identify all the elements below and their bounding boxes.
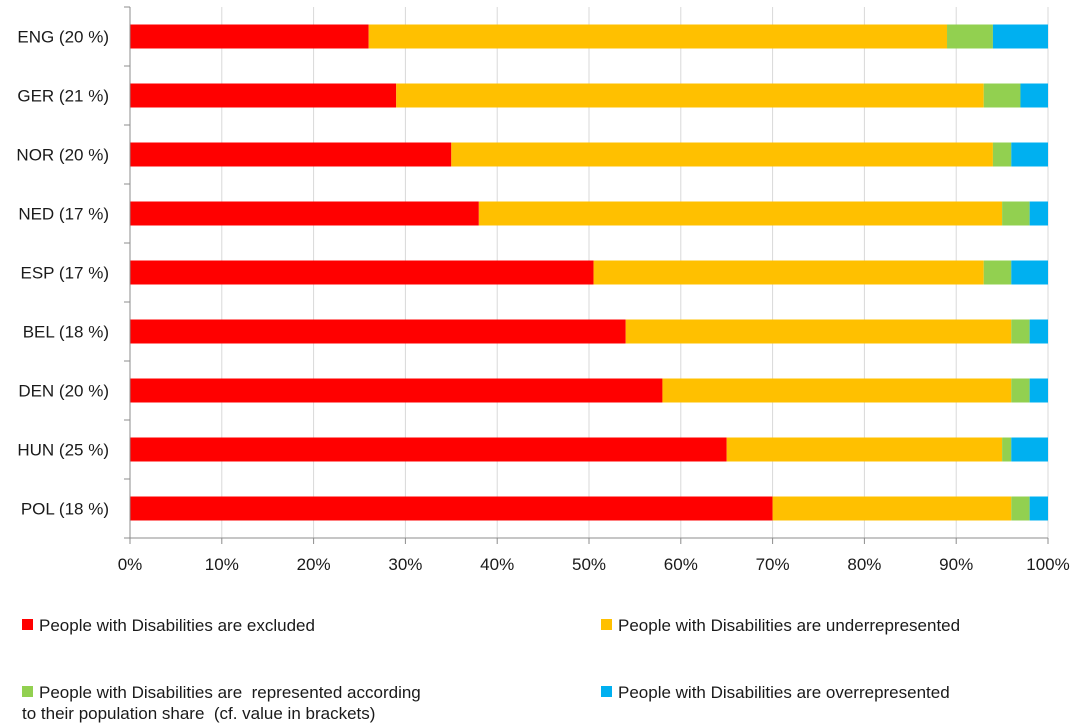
bar-hun-brackets [1002,437,1012,462]
category-label: BEL (18 %) [23,323,109,342]
bar-hun-underrepresented [726,437,1003,462]
legend-label-underrepresented: People with Disabilities are underrepres… [618,616,961,635]
bar-ned-overrepresented [1029,201,1048,226]
legend-label-represented: People with Disabilities are represented… [22,683,421,723]
category-labels: ENG (20 %) GER (21 %) NOR (20 %) NED (17 %)… [16,28,109,519]
legend-label-overrepresented: People with Disabilities are overreprese… [618,683,950,702]
bar-hun-overrepresented [1011,437,1048,462]
bar-ger-brackets [983,83,1021,108]
x-tick-label: 100% [1026,555,1069,574]
x-tick-label: 60% [664,555,698,574]
bars [130,24,1048,521]
bar-esp-brackets [983,260,1012,285]
bar-den-brackets [1011,378,1030,403]
legend-item-represented: People with Disabilities are represented… [22,682,421,724]
bar-eng-underrepresented [368,24,948,49]
legend-item-overrepresented: People with Disabilities are overreprese… [601,682,950,703]
bar-bel-brackets [1011,319,1030,344]
category-label: NOR (20 %) [16,146,109,165]
category-label: GER (21 %) [17,87,109,106]
legend-swatch-overrepresented [601,686,612,697]
legend-label-excluded: People with Disabilities are excluded [39,616,315,635]
x-tick-label: 0% [118,555,143,574]
bar-nor-brackets [992,142,1012,167]
legend-swatch-excluded [22,619,33,630]
bar-pol-underrepresented [772,496,1012,521]
legend-swatch-represented [22,686,33,697]
category-label: DEN (20 %) [18,382,109,401]
bar-eng-brackets [947,24,993,49]
bar-ger-overrepresented [1020,83,1048,108]
x-tick-label: 40% [480,555,514,574]
bar-esp-excluded [130,260,594,285]
axes [124,6,1049,544]
x-tick-label: 70% [756,555,790,574]
bar-pol-overrepresented [1029,496,1048,521]
bar-ned-excluded [130,201,479,226]
bar-nor-overrepresented [1011,142,1048,167]
category-label: POL (18 %) [21,500,109,519]
x-tick-label: 80% [847,555,881,574]
bar-eng-overrepresented [992,24,1048,49]
bar-nor-underrepresented [451,142,993,167]
x-tick-label: 90% [939,555,973,574]
bar-den-underrepresented [662,378,1012,403]
bar-pol-excluded [130,496,773,521]
x-tick-label: 30% [388,555,422,574]
bar-ned-underrepresented [478,201,1003,226]
bar-ger-excluded [130,83,397,108]
bar-pol-brackets [1011,496,1030,521]
bar-bel-excluded [130,319,626,344]
x-tick-labels: 0% 10% 20% 30% 40% 50% 60% 70% 80% 90% 100% [118,555,1070,574]
bar-esp-underrepresented [593,260,984,285]
bar-esp-overrepresented [1011,260,1048,285]
bar-hun-excluded [130,437,727,462]
x-tick-label: 20% [297,555,331,574]
x-tick-label: 10% [205,555,239,574]
bar-ger-underrepresented [396,83,984,108]
bar-den-overrepresented [1029,378,1048,403]
bar-eng-excluded [130,24,369,49]
category-label: NED (17 %) [18,205,109,224]
bar-den-excluded [130,378,663,403]
category-label: ENG (20 %) [17,28,109,47]
legend-swatch-underrepresented [601,619,612,630]
bar-bel-underrepresented [625,319,1012,344]
legend-item-excluded: People with Disabilities are excluded [22,615,315,636]
category-label: HUN (25 %) [17,441,109,460]
bar-bel-overrepresented [1029,319,1048,344]
bar-nor-excluded [130,142,452,167]
stacked-bar-chart: ENG (20 %) GER (21 %) NOR (20 %) NED (17 %)… [16,6,1070,574]
x-tick-label: 50% [572,555,606,574]
bar-ned-brackets [1002,201,1030,226]
category-label: ESP (17 %) [20,264,109,283]
legend-item-underrepresented: People with Disabilities are underrepres… [601,615,960,636]
